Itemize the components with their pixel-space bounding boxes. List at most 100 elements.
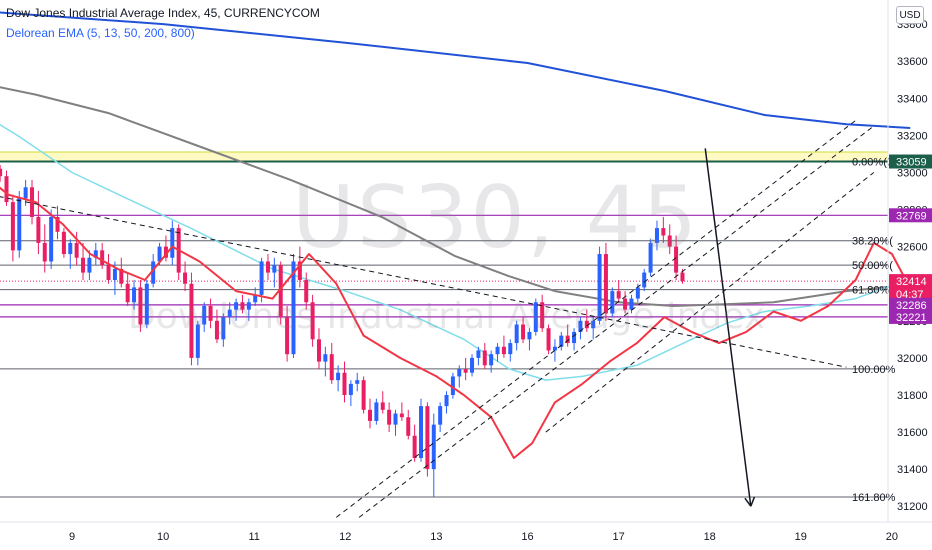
candle[interactable] [265,254,270,281]
candle[interactable] [540,294,545,332]
candle[interactable] [163,235,168,262]
candle[interactable] [49,209,54,269]
candle[interactable] [272,257,277,288]
candle[interactable] [438,402,443,433]
candle[interactable] [10,194,15,262]
ema-line-ema50[interactable] [0,113,902,381]
candle[interactable] [100,242,105,269]
candle[interactable] [559,331,564,351]
candle[interactable] [603,242,608,321]
candle[interactable] [291,254,296,358]
candle[interactable] [667,224,672,255]
candle[interactable] [597,246,602,325]
candle[interactable] [616,280,621,303]
candle[interactable] [425,402,430,477]
trendline[interactable] [0,193,847,368]
candle[interactable] [444,391,449,414]
candle[interactable] [132,280,137,310]
candle[interactable] [431,413,436,497]
candle[interactable] [329,343,334,384]
candle[interactable] [74,231,79,266]
candle[interactable] [234,298,239,321]
projection-arrow[interactable] [704,148,756,507]
candle[interactable] [527,328,532,351]
candle[interactable] [546,324,551,355]
candle[interactable] [361,376,366,414]
candle[interactable] [450,372,455,399]
candle[interactable] [0,165,3,182]
candle[interactable] [642,268,647,292]
candle[interactable] [489,350,494,373]
candle[interactable] [316,328,321,370]
candle[interactable] [183,261,188,292]
ema-line-ema200[interactable] [0,83,902,307]
candle[interactable] [661,216,666,243]
candle[interactable] [367,398,372,429]
candle[interactable] [259,257,264,303]
candle[interactable] [610,287,615,318]
candle[interactable] [578,317,583,340]
chart-legend-title[interactable]: Dow Jones Industrial Average Index, 45, … [6,6,320,20]
candle[interactable] [240,294,245,314]
candle[interactable] [42,224,47,273]
candle[interactable] [572,328,577,351]
candle[interactable] [55,205,60,240]
candle[interactable] [336,365,341,392]
candle[interactable] [393,409,398,436]
candle[interactable] [482,343,487,370]
currency-button[interactable]: USD [896,6,924,24]
candle[interactable] [310,294,315,347]
candle[interactable] [61,228,66,258]
candle[interactable] [406,409,411,440]
candle[interactable] [189,272,194,366]
candle[interactable] [125,272,130,306]
candle[interactable] [227,302,232,325]
candle[interactable] [195,320,200,366]
candle[interactable] [521,317,526,344]
trendline[interactable] [335,120,856,518]
candle[interactable] [214,309,219,344]
candle[interactable] [81,242,86,281]
candle[interactable] [387,402,392,433]
candle[interactable] [36,190,41,255]
candle[interactable] [323,346,328,377]
candle[interactable] [654,220,659,251]
candle[interactable] [4,170,9,206]
candle[interactable] [93,242,98,266]
candle[interactable] [457,365,462,388]
candle[interactable] [17,190,22,258]
candle[interactable] [501,335,506,358]
candle[interactable] [476,346,481,366]
candle[interactable] [463,357,468,381]
candle[interactable] [348,380,353,407]
candle[interactable] [221,313,226,347]
candle[interactable] [87,250,92,281]
candle[interactable] [278,261,283,325]
candle[interactable] [623,291,628,314]
candle[interactable] [470,354,475,377]
candle[interactable] [304,272,309,310]
candle[interactable] [495,343,500,362]
candle[interactable] [412,424,417,462]
candle[interactable] [297,246,302,288]
candle[interactable] [648,239,653,277]
candle[interactable] [285,305,290,362]
candle[interactable] [138,280,143,332]
candle[interactable] [380,391,385,414]
candle[interactable] [119,257,124,288]
candle[interactable] [106,254,111,284]
candle[interactable] [374,398,379,425]
candle[interactable] [565,324,570,347]
candle[interactable] [584,309,589,332]
candle[interactable] [399,402,404,421]
ema-line-ema800[interactable] [0,11,911,129]
candle[interactable] [68,239,73,269]
candle[interactable] [202,302,207,332]
candle[interactable] [208,298,213,329]
trendline[interactable] [545,172,875,433]
candle[interactable] [253,287,258,306]
candle[interactable] [591,317,596,340]
candle[interactable] [533,298,538,336]
candle[interactable] [419,398,424,462]
